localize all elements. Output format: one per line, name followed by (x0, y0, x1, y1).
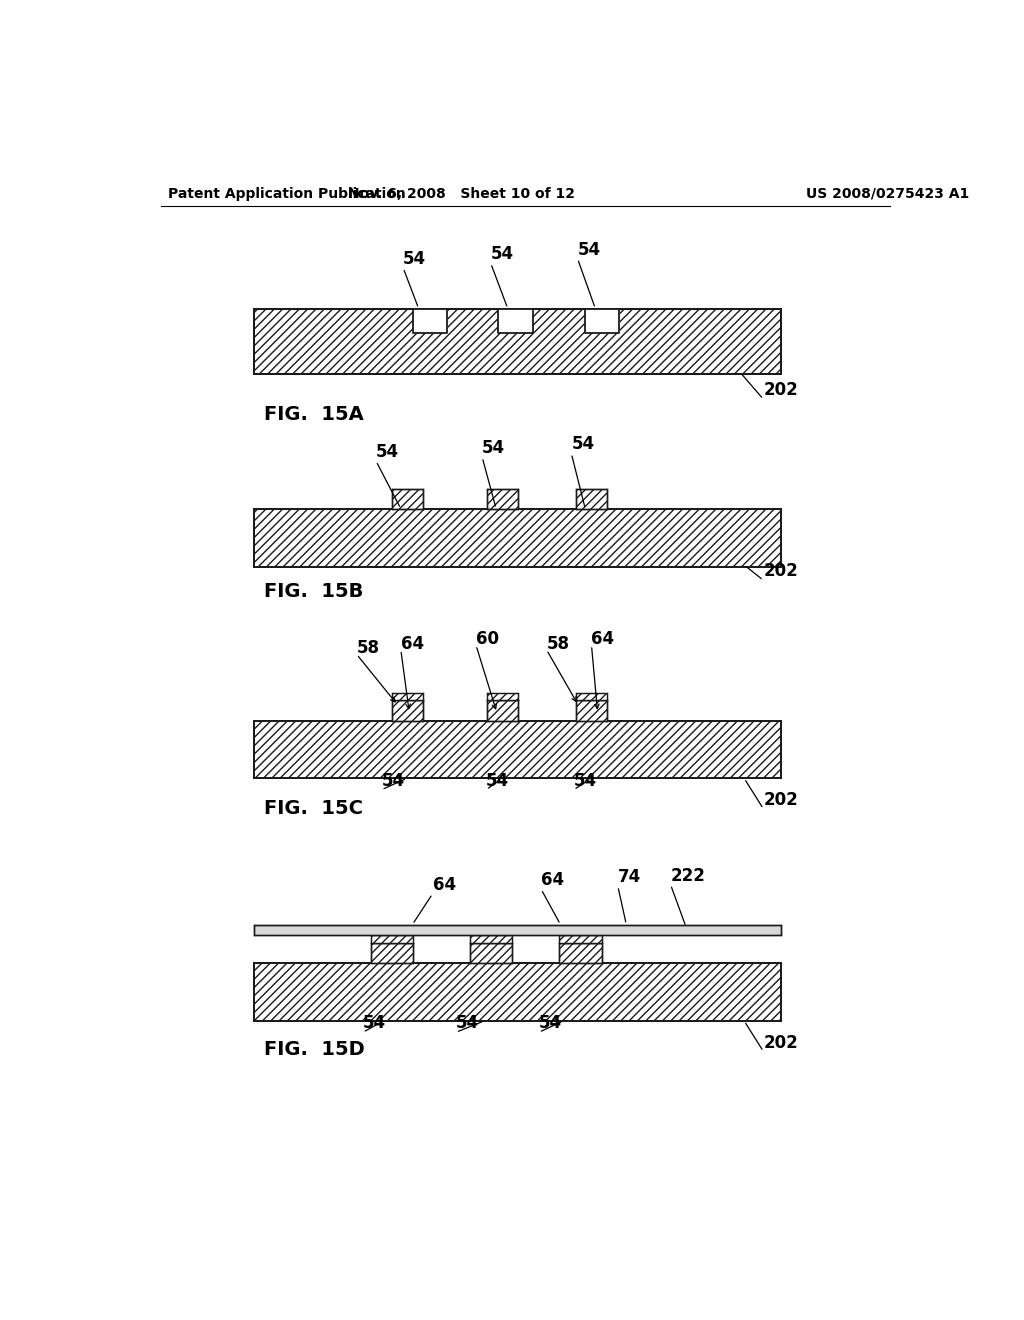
Text: FIG.  15B: FIG. 15B (263, 582, 362, 601)
Bar (254, 964, 781, 1020)
Text: 54: 54 (381, 772, 404, 789)
Bar (486, 488, 518, 508)
Bar (559, 936, 601, 942)
Text: FIG.  15A: FIG. 15A (263, 405, 364, 424)
Bar (254, 508, 781, 566)
Bar (575, 693, 607, 701)
Text: 64: 64 (541, 871, 564, 890)
Bar (391, 701, 423, 721)
Bar (575, 488, 607, 508)
Bar (586, 309, 621, 333)
Text: 54: 54 (571, 436, 594, 453)
Bar (391, 488, 423, 508)
Text: 54: 54 (486, 772, 509, 789)
Text: Patent Application Publication: Patent Application Publication (168, 187, 407, 201)
Text: 54: 54 (490, 246, 514, 263)
Text: FIG.  15D: FIG. 15D (263, 1040, 365, 1059)
Text: FIG.  15C: FIG. 15C (263, 799, 362, 817)
Text: 58: 58 (356, 639, 380, 657)
Text: 74: 74 (617, 869, 641, 886)
Text: US 2008/0275423 A1: US 2008/0275423 A1 (806, 187, 970, 201)
Bar (499, 309, 534, 333)
Bar (254, 721, 781, 779)
Bar (486, 693, 518, 701)
Bar (486, 701, 518, 721)
Text: 58: 58 (547, 635, 569, 653)
Bar (391, 693, 423, 701)
Text: 54: 54 (573, 772, 597, 789)
Text: 202: 202 (764, 791, 799, 809)
Bar (254, 924, 781, 936)
Bar (254, 309, 781, 374)
Text: 54: 54 (376, 444, 399, 461)
Text: 202: 202 (764, 381, 799, 400)
Bar (371, 936, 414, 942)
Text: Nov. 6, 2008   Sheet 10 of 12: Nov. 6, 2008 Sheet 10 of 12 (348, 187, 574, 201)
Bar (470, 936, 512, 942)
Bar (470, 942, 512, 964)
Text: 54: 54 (456, 1014, 479, 1032)
Text: 64: 64 (432, 875, 456, 894)
Text: 54: 54 (482, 440, 505, 457)
Bar (559, 942, 601, 964)
Bar (575, 701, 607, 721)
Text: 60: 60 (476, 630, 499, 648)
Text: 54: 54 (578, 240, 601, 259)
Bar (371, 942, 414, 964)
Text: 202: 202 (764, 562, 799, 581)
Text: 64: 64 (592, 630, 614, 648)
Text: 202: 202 (764, 1034, 799, 1052)
Text: 54: 54 (403, 249, 426, 268)
Text: 222: 222 (671, 866, 706, 884)
Text: 54: 54 (539, 1014, 562, 1032)
Text: 54: 54 (362, 1014, 386, 1032)
Text: 64: 64 (400, 635, 424, 653)
Bar (414, 309, 449, 333)
